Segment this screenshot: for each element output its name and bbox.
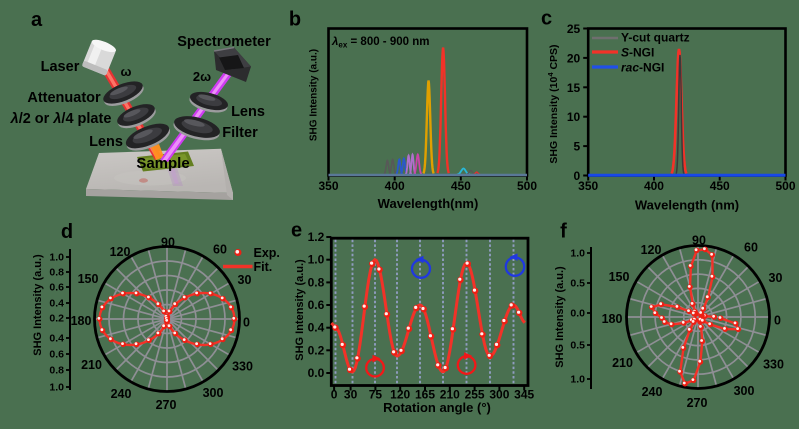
svg-text:400: 400 <box>385 179 405 193</box>
svg-text:0: 0 <box>331 388 338 402</box>
svg-text:d: d <box>61 221 73 243</box>
svg-text:150: 150 <box>78 272 99 286</box>
svg-text:λex = 800 - 900 nm: λex = 800 - 900 nm <box>331 36 429 50</box>
svg-text:345: 345 <box>514 388 534 402</box>
svg-text:SHG Intensity (a.u.): SHG Intensity (a.u.) <box>294 259 306 361</box>
svg-text:210: 210 <box>440 388 460 402</box>
svg-text:a: a <box>31 9 43 31</box>
svg-text:1.0: 1.0 <box>308 253 325 267</box>
svg-text:Wavelength (nm): Wavelength (nm) <box>635 198 739 213</box>
svg-text:1.0: 1.0 <box>49 382 64 394</box>
svg-text:Y-cut quartz: Y-cut quartz <box>621 31 690 45</box>
svg-text:15: 15 <box>567 81 581 95</box>
svg-text:1.0: 1.0 <box>49 252 64 264</box>
svg-text:0.6: 0.6 <box>49 349 64 361</box>
svg-text:Wavelength(nm): Wavelength(nm) <box>378 196 479 211</box>
svg-text:240: 240 <box>642 385 663 399</box>
svg-text:5: 5 <box>574 140 581 154</box>
svg-text:450: 450 <box>710 179 730 193</box>
svg-text:150: 150 <box>609 270 630 284</box>
svg-text:Rotation angle (°): Rotation angle (°) <box>383 400 491 415</box>
svg-text:b: b <box>289 9 301 31</box>
svg-text:500: 500 <box>775 179 795 193</box>
svg-text:0: 0 <box>574 169 581 183</box>
svg-text:75: 75 <box>369 388 383 402</box>
svg-text:rac-NGI: rac-NGI <box>621 61 664 75</box>
svg-text:30: 30 <box>769 271 783 285</box>
svg-text:300: 300 <box>734 384 755 398</box>
svg-text:255: 255 <box>465 388 485 402</box>
svg-text:90: 90 <box>692 234 706 248</box>
svg-text:0.6: 0.6 <box>49 282 64 294</box>
svg-text:0: 0 <box>774 314 781 328</box>
svg-text:Lens: Lens <box>231 104 265 120</box>
svg-text:Lens: Lens <box>89 134 123 150</box>
svg-text:400: 400 <box>644 179 664 193</box>
svg-text:Laser: Laser <box>41 59 80 75</box>
svg-text:20: 20 <box>567 51 581 65</box>
svg-text:270: 270 <box>687 396 708 410</box>
svg-text:Fit.: Fit. <box>254 260 273 274</box>
svg-text:SHG Intensity (104 CPS): SHG Intensity (104 CPS) <box>546 44 560 163</box>
svg-text:30: 30 <box>238 273 252 287</box>
svg-text:30: 30 <box>344 388 358 402</box>
svg-text:0.4: 0.4 <box>49 333 64 345</box>
svg-text:0.5: 0.5 <box>570 278 585 290</box>
svg-text:120: 120 <box>390 388 410 402</box>
svg-text:f: f <box>560 221 567 243</box>
svg-text:500: 500 <box>517 179 537 193</box>
svg-text:Filter: Filter <box>222 125 258 141</box>
svg-text:210: 210 <box>612 356 633 370</box>
svg-text:0.5: 0.5 <box>570 340 585 352</box>
svg-text:25: 25 <box>567 22 581 36</box>
svg-text:350: 350 <box>578 179 598 193</box>
svg-text:0.8: 0.8 <box>49 267 64 279</box>
svg-text:Exp.: Exp. <box>254 246 280 260</box>
svg-text:165: 165 <box>415 388 435 402</box>
svg-text:0.4: 0.4 <box>308 321 325 335</box>
svg-text:Attenuator: Attenuator <box>27 90 101 106</box>
svg-text:Sample: Sample <box>136 155 189 172</box>
svg-text:180: 180 <box>602 312 623 326</box>
svg-text:S-NGI: S-NGI <box>621 46 654 60</box>
svg-text:1.0: 1.0 <box>570 374 585 386</box>
svg-text:ω: ω <box>121 64 132 79</box>
svg-text:0.8: 0.8 <box>49 365 64 377</box>
svg-text:λ/2 or λ/4 plate: λ/2 or λ/4 plate <box>10 111 112 127</box>
svg-text:300: 300 <box>489 388 509 402</box>
svg-text:350: 350 <box>318 179 338 193</box>
svg-text:180: 180 <box>71 314 92 328</box>
svg-text:1.0: 1.0 <box>570 248 585 260</box>
svg-text:0.2: 0.2 <box>49 313 64 325</box>
svg-text:120: 120 <box>110 245 131 259</box>
svg-text:60: 60 <box>744 241 758 255</box>
svg-text:450: 450 <box>451 179 471 193</box>
svg-text:270: 270 <box>156 398 177 412</box>
svg-text:330: 330 <box>763 358 784 372</box>
svg-text:0.2: 0.2 <box>308 343 325 357</box>
svg-text:240: 240 <box>111 387 132 401</box>
svg-text:0: 0 <box>243 316 250 330</box>
svg-text:210: 210 <box>81 358 102 372</box>
svg-text:0.0: 0.0 <box>308 366 325 380</box>
svg-text:0.6: 0.6 <box>308 298 325 312</box>
svg-text:Spectrometer: Spectrometer <box>177 34 271 50</box>
svg-text:330: 330 <box>232 360 253 374</box>
svg-text:2ω: 2ω <box>193 69 211 84</box>
svg-text:SHG Intensity (a.u.): SHG Intensity (a.u.) <box>554 266 566 368</box>
svg-text:0.4: 0.4 <box>49 298 64 310</box>
svg-text:90: 90 <box>161 236 175 250</box>
svg-text:1.2: 1.2 <box>308 230 325 244</box>
svg-text:300: 300 <box>203 386 224 400</box>
svg-text:c: c <box>541 8 552 30</box>
svg-text:0.8: 0.8 <box>308 275 325 289</box>
svg-text:SHG Intensity (a.u.): SHG Intensity (a.u.) <box>32 254 44 356</box>
svg-text:120: 120 <box>641 243 662 257</box>
svg-text:10: 10 <box>567 110 581 124</box>
svg-text:e: e <box>291 220 302 242</box>
svg-text:0.0: 0.0 <box>570 308 585 320</box>
svg-text:SHG Intensity (a.u.): SHG Intensity (a.u.) <box>309 49 320 141</box>
svg-text:60: 60 <box>213 243 227 257</box>
